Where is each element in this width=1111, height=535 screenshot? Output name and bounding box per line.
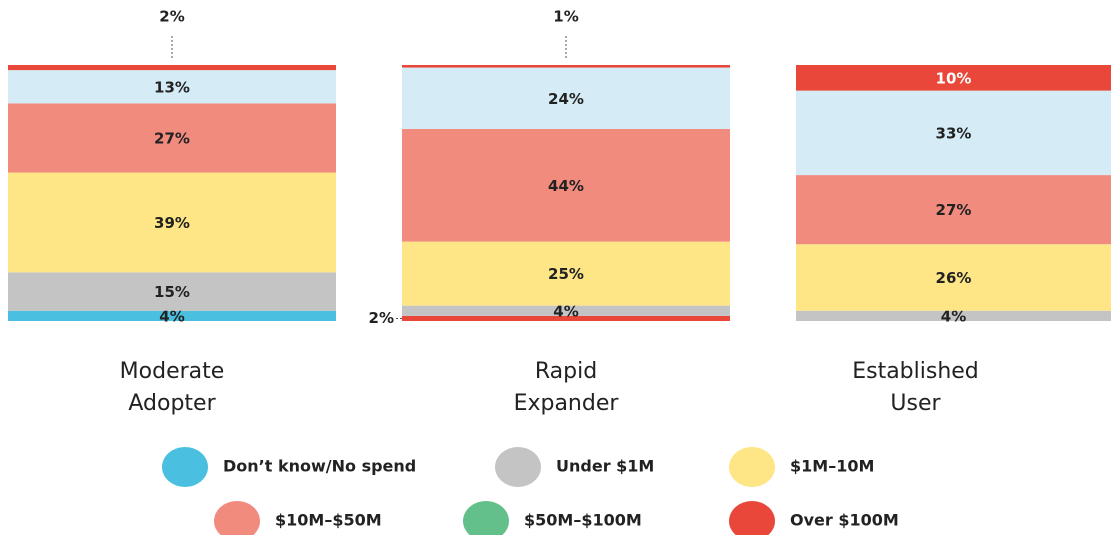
legend-swatch	[729, 501, 775, 535]
bar-segment	[796, 90, 1111, 176]
legend-label: Don’t know/No spend	[223, 457, 416, 476]
legend-label: Under $1M	[556, 457, 654, 476]
legend-swatch	[463, 501, 509, 535]
value-label: 2%	[159, 8, 184, 26]
category-label: Rapid Expander	[514, 359, 620, 416]
value-label: 44%	[548, 177, 584, 195]
bar-segment	[402, 241, 730, 306]
bar-segment	[402, 67, 730, 129]
category-label: Moderate Adopter	[120, 359, 225, 416]
bar-segment	[402, 305, 730, 316]
value-label: 4%	[941, 307, 966, 325]
value-label: 13%	[154, 78, 190, 96]
bar-segment	[8, 70, 336, 104]
legend-label: $50M–$100M	[524, 511, 642, 530]
legend-label: Over $100M	[790, 511, 899, 530]
value-label: 26%	[936, 269, 972, 287]
legend-swatch	[162, 447, 208, 487]
value-label: 15%	[154, 283, 190, 301]
bar-segment	[796, 310, 1111, 321]
legend-swatch	[214, 501, 260, 535]
value-label: 24%	[548, 90, 584, 108]
category-label: Established User	[852, 359, 979, 416]
value-label: 4%	[159, 307, 184, 325]
value-label: 39%	[154, 214, 190, 232]
value-label: 4%	[553, 302, 578, 320]
bar-segment	[8, 172, 336, 273]
bar-segment	[8, 65, 336, 71]
legend-label: $10M–$50M	[275, 511, 382, 530]
legend-label: $1M–10M	[790, 457, 874, 476]
value-label: 33%	[936, 124, 972, 142]
value-label: 1%	[553, 8, 578, 26]
bar-segment	[8, 103, 336, 173]
bar-segment	[402, 65, 730, 68]
bar-segment	[796, 175, 1111, 245]
bar-segment	[796, 65, 1111, 91]
value-label: 25%	[548, 265, 584, 283]
legend-swatch	[729, 447, 775, 487]
bar-segment	[402, 315, 730, 321]
bar-segment	[8, 272, 336, 311]
bar-segment	[402, 129, 730, 242]
value-label: 10%	[936, 69, 972, 87]
value-label: 27%	[936, 201, 972, 219]
bar-segment	[796, 244, 1111, 311]
legend-swatch	[495, 447, 541, 487]
value-label: 27%	[154, 129, 190, 147]
value-label: 2%	[369, 309, 394, 327]
bar-segment	[8, 310, 336, 321]
